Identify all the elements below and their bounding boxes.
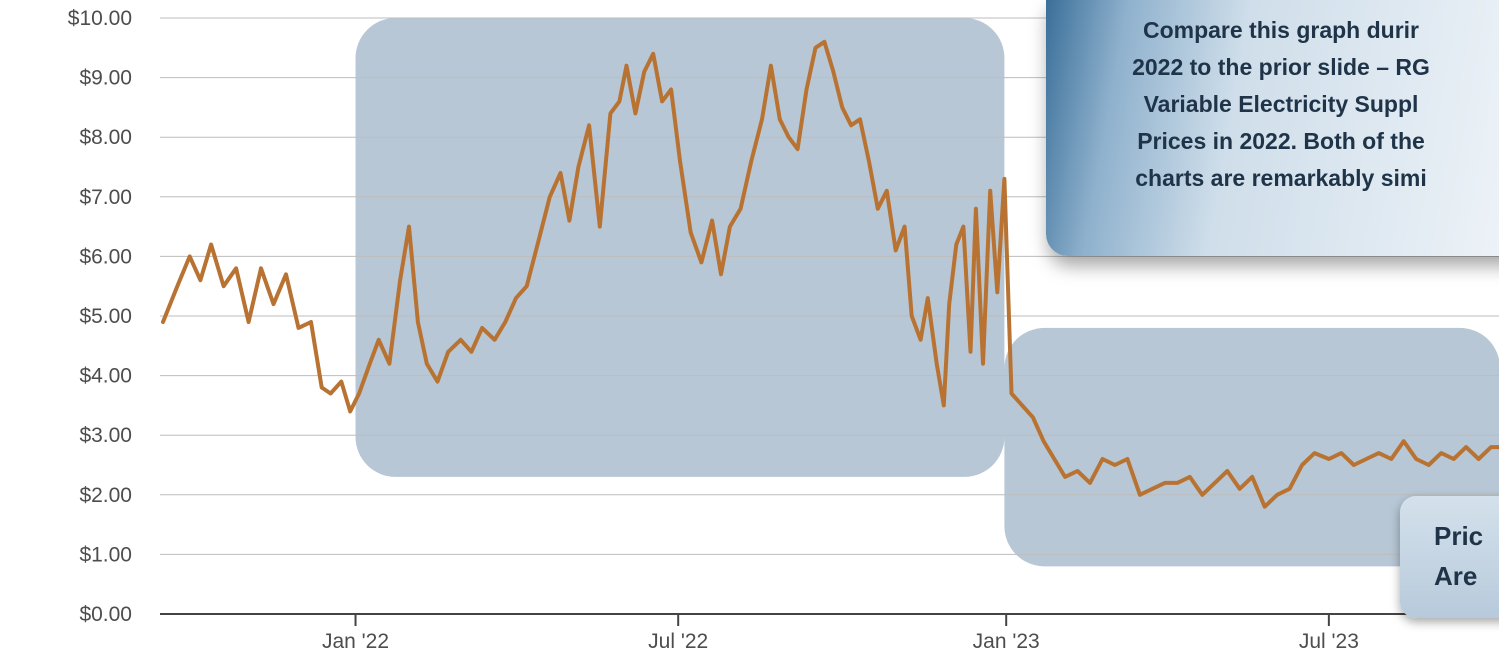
price-series-line: [161, 39, 1499, 509]
x-tick-label: Jul '23: [1299, 630, 1359, 652]
series-layer: [161, 39, 1499, 509]
y-tick-label: $6.00: [79, 245, 132, 268]
comparison-callout: Compare this graph durir 2022 to the pri…: [1046, 0, 1499, 256]
x-tick-label: Jul '22: [648, 630, 708, 652]
y-tick-label: $5.00: [79, 305, 132, 328]
y-tick-label: $9.00: [79, 67, 132, 90]
y-tick-label: $2.00: [79, 484, 132, 507]
callout-line-5: charts are remarkably simi: [1135, 165, 1427, 191]
highlight-region-1: [355, 18, 1005, 477]
callout-line-4: Prices in 2022. Both of the: [1137, 128, 1425, 154]
callout-line-3: Variable Electricity Suppl: [1143, 91, 1419, 117]
y-tick-label: $3.00: [79, 424, 132, 447]
callout-line-2: 2022 to the prior slide – RG: [1132, 54, 1430, 80]
prices-callout-line-1: Pric: [1434, 521, 1484, 551]
y-tick-label: $8.00: [79, 126, 132, 149]
highlight-region-2: [1004, 327, 1499, 567]
y-axis-ticks: $0.00 $1.00 $2.00 $3.00 $4.00 $5.00 $6.00 $7.00…: [68, 7, 132, 626]
x-tick-label: Jan '22: [322, 630, 389, 652]
y-tick-label: $0.00: [79, 603, 132, 626]
y-tick-label: $10.00: [68, 7, 132, 30]
highlight-regions: [355, 18, 1499, 567]
x-tick-label: Jan '23: [973, 630, 1040, 652]
prices-callout-line-2: Are: [1434, 561, 1478, 591]
y-tick-label: $7.00: [79, 186, 132, 209]
y-tick-label: $4.00: [79, 365, 132, 388]
y-tick-label: $1.00: [79, 543, 132, 566]
callout-line-1: Compare this graph durir: [1142, 17, 1420, 43]
prices-callout: Pric Are: [1400, 496, 1499, 618]
x-axis: Jan '22 Jul '22 Jan '23 Jul '23: [322, 614, 1359, 652]
